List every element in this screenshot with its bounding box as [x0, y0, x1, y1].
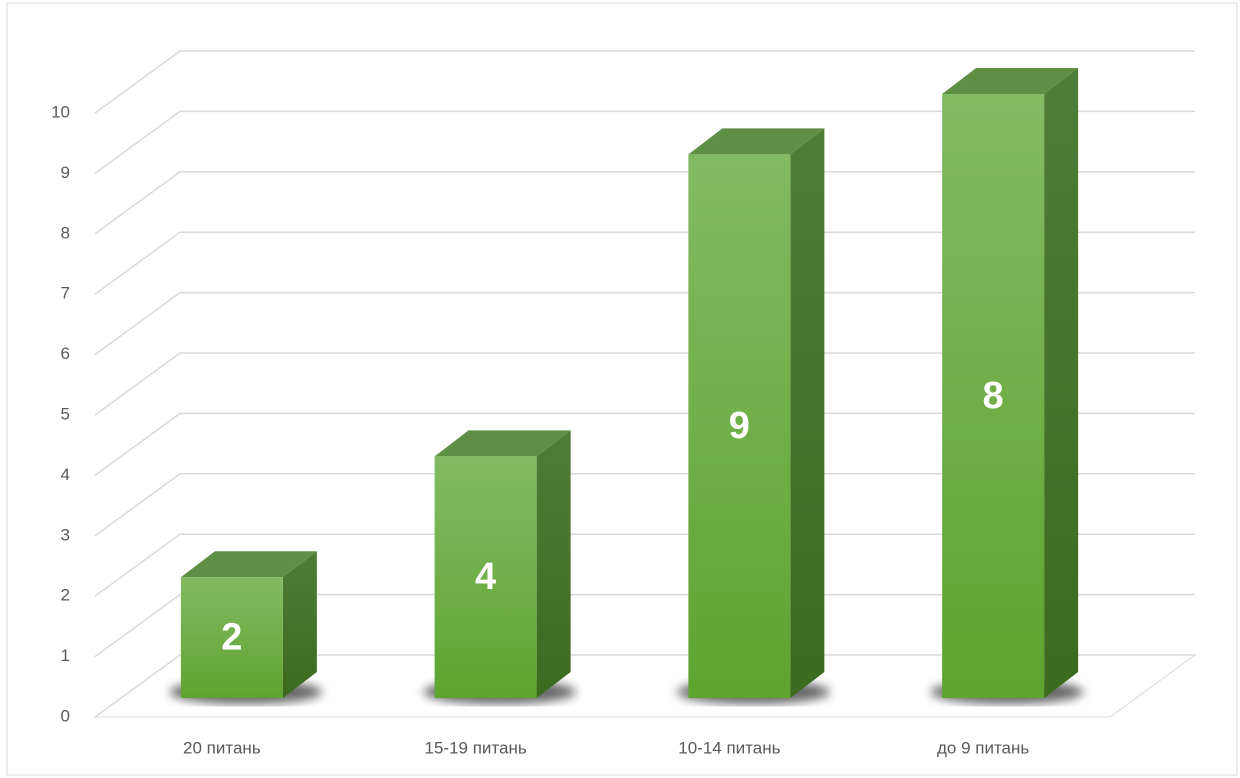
data-label: 4: [475, 556, 496, 598]
y-tick-label: 1: [61, 646, 70, 665]
y-tick-label: 7: [61, 284, 70, 303]
bar-side: [1044, 68, 1079, 698]
y-tick-label: 10: [51, 102, 70, 121]
grid-line: [94, 412, 1195, 477]
bar-side: [790, 128, 825, 698]
bar-top: [688, 128, 825, 155]
y-tick-label: 5: [61, 404, 70, 423]
x-tick-label: 20 питань: [183, 738, 261, 757]
y-tick-label: 3: [61, 525, 70, 544]
bar-side: [282, 551, 317, 698]
y-tick-label: 0: [61, 706, 70, 725]
bar-side: [536, 430, 571, 698]
x-tick-label: 10-14 питань: [678, 738, 780, 757]
y-tick-label: 2: [61, 586, 70, 605]
y-tick-label: 6: [61, 344, 70, 363]
chart-border: [6, 2, 1238, 776]
grid-line: [94, 291, 1195, 356]
grid-line: [94, 352, 1195, 416]
x-tick-label: до 9 питань: [937, 738, 1029, 757]
data-label: 2: [221, 617, 242, 659]
x-tick-label: 15-19 питань: [425, 738, 527, 757]
data-label: 9: [729, 405, 750, 447]
grid-line: [94, 171, 1195, 235]
grid-line: [94, 50, 1195, 114]
grid-line: [94, 473, 1195, 537]
y-tick-label: 4: [61, 465, 70, 484]
y-tick-label: 9: [61, 163, 70, 182]
grid-line: [94, 533, 1195, 597]
grid-line: [94, 231, 1195, 295]
bar: [434, 456, 537, 698]
bar-top: [434, 430, 571, 457]
grid-line: [94, 110, 1195, 175]
grid-line: [94, 593, 1195, 658]
data-label: 8: [983, 375, 1004, 417]
grid-line: [94, 654, 1195, 718]
bar: [688, 154, 791, 698]
bar-top: [180, 551, 317, 578]
bar: [942, 94, 1045, 698]
bar: [180, 577, 283, 698]
bar-top: [942, 68, 1079, 94]
y-tick-label: 8: [61, 223, 70, 242]
